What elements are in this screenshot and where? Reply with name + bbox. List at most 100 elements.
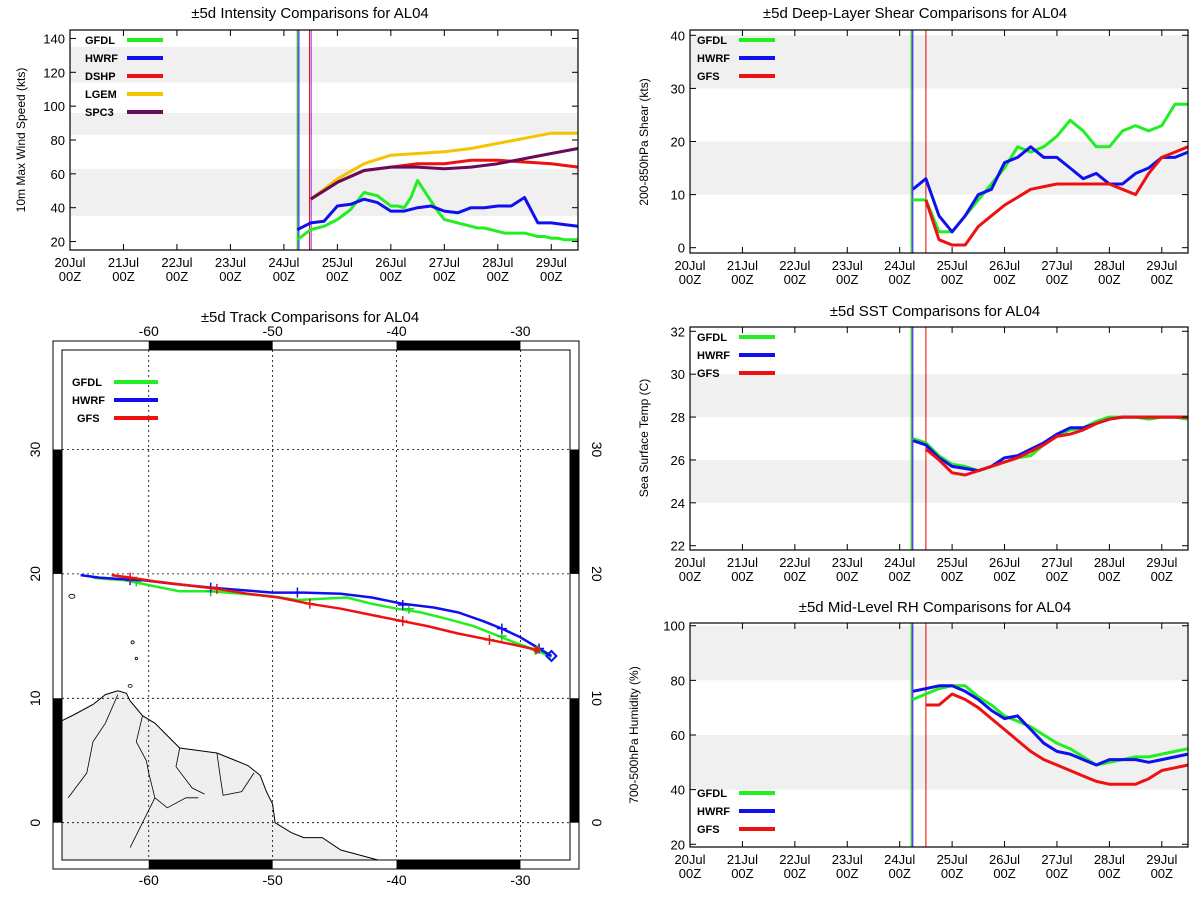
x-tick-label: 26Jul (989, 852, 1020, 867)
island-outline (127, 683, 133, 688)
x-tick-label: 00Z (380, 269, 402, 284)
country-border (135, 715, 199, 809)
x-tick-label: 00Z (166, 269, 188, 284)
x-tick-label: 00Z (1098, 272, 1120, 287)
track-position-mark (211, 583, 222, 594)
x-tick-label: 00Z (941, 272, 963, 287)
series-line-gfs (924, 415, 1188, 477)
longitude-label: -30 (510, 323, 530, 339)
track-position-mark (496, 623, 507, 634)
x-tick-label: 00Z (1046, 569, 1068, 584)
shaded-band (690, 35, 1188, 89)
series-line-hwrf (296, 196, 579, 232)
y-tick-label: 60 (51, 167, 65, 182)
x-tick-label: 00Z (888, 866, 910, 881)
legend-label-hwrf: HWRF (697, 806, 730, 818)
y-tick-label: 40 (671, 783, 685, 798)
x-tick-label: 00Z (1151, 866, 1173, 881)
longitude-label: -60 (139, 872, 159, 888)
x-tick-label: 00Z (941, 569, 963, 584)
y-tick-label: 40 (671, 28, 685, 43)
x-tick-label: 29Jul (1146, 555, 1177, 570)
x-tick-label: 00Z (1098, 866, 1120, 881)
x-tick-label: 00Z (112, 269, 134, 284)
series-line-gfs (924, 145, 1189, 247)
y-tick-label: 24 (671, 496, 685, 511)
x-tick-label: 25Jul (322, 255, 353, 270)
y-tick-label: 20 (51, 235, 65, 250)
x-tick-label: 21Jul (727, 852, 758, 867)
x-tick-label: 00Z (1098, 569, 1120, 584)
longitude-label: -60 (139, 323, 159, 339)
x-tick-label: 00Z (540, 269, 562, 284)
chart-title: ±5d Mid-Level RH Comparisons for AL04 (799, 599, 1072, 616)
latitude-label: 30 (27, 442, 43, 458)
x-tick-label: 25Jul (937, 852, 968, 867)
y-tick-label: 22 (671, 539, 685, 554)
x-tick-label: 00Z (993, 866, 1015, 881)
series-line-gfdl (912, 684, 1189, 767)
legend-label-gfdl: GFDL (697, 35, 727, 47)
latitude-label: 10 (27, 690, 43, 706)
track-position-mark (397, 616, 408, 627)
y-axis-label: 10m Max Wind Speed (kts) (14, 68, 28, 213)
shaded-band (690, 625, 1188, 681)
x-tick-label: 00Z (836, 272, 858, 287)
rh-chart: ±5d Mid-Level RH Comparisons for AL04 70… (627, 599, 1189, 881)
track-position-mark (304, 598, 315, 609)
shaded-band (690, 141, 1188, 195)
y-tick-label: 140 (43, 31, 65, 46)
x-tick-label: 26Jul (375, 255, 406, 270)
x-tick-label: 00Z (1046, 272, 1068, 287)
map-frame-bar (53, 449, 62, 574)
x-tick-label: 00Z (1151, 272, 1173, 287)
y-tick-label: 20 (671, 837, 685, 852)
x-tick-label: 27Jul (1041, 555, 1072, 570)
x-tick-label: 00Z (784, 866, 806, 881)
legend-label-gfs: GFS (697, 71, 720, 83)
y-tick-label: 100 (43, 99, 65, 114)
x-tick-label: 20Jul (674, 555, 705, 570)
chart-title: ±5d SST Comparisons for AL04 (830, 303, 1041, 320)
x-tick-label: 26Jul (989, 555, 1020, 570)
x-tick-label: 27Jul (1041, 852, 1072, 867)
x-tick-label: 22Jul (779, 258, 810, 273)
y-tick-label: 120 (43, 65, 65, 80)
x-tick-label: 23Jul (832, 555, 863, 570)
track-position-mark (125, 572, 136, 583)
legend-label-hwrf: HWRF (72, 395, 105, 407)
track-line-gfs (111, 573, 537, 652)
map-frame-bar (148, 860, 273, 869)
x-tick-label: 00Z (836, 866, 858, 881)
latitude-label: 10 (589, 691, 605, 707)
track-position-mark (484, 634, 495, 645)
legend-label-gfs: GFS (77, 413, 100, 425)
sst-chart: ±5d SST Comparisons for AL04 Sea Surface… (637, 303, 1189, 584)
series-line-hwrf (912, 684, 1189, 767)
x-tick-label: 00Z (941, 866, 963, 881)
initial-position-diamond (531, 645, 542, 655)
y-axis-label: 700-500hPa Humidity (%) (627, 666, 641, 803)
y-tick-label: 80 (671, 673, 685, 688)
country-border (175, 747, 205, 795)
x-tick-label: 20Jul (674, 852, 705, 867)
map-frame-bar (396, 341, 521, 350)
y-tick-label: 30 (671, 367, 685, 382)
x-tick-label: 00Z (888, 569, 910, 584)
legend-label-gfdl: GFDL (697, 788, 727, 800)
legend-label-gfs: GFS (697, 368, 720, 380)
x-tick-label: 20Jul (54, 255, 85, 270)
x-tick-label: 00Z (433, 269, 455, 284)
x-tick-label: 29Jul (1146, 258, 1177, 273)
x-tick-label: 21Jul (108, 255, 139, 270)
x-tick-label: 00Z (679, 569, 701, 584)
country-border (216, 752, 255, 796)
x-tick-label: 00Z (1046, 866, 1068, 881)
initial-position-diamond (545, 649, 558, 663)
x-tick-label: 00Z (679, 866, 701, 881)
x-tick-label: 00Z (993, 272, 1015, 287)
map-outer-border (52, 340, 580, 870)
y-tick-label: 20 (671, 135, 685, 150)
y-tick-label: 60 (671, 728, 685, 743)
